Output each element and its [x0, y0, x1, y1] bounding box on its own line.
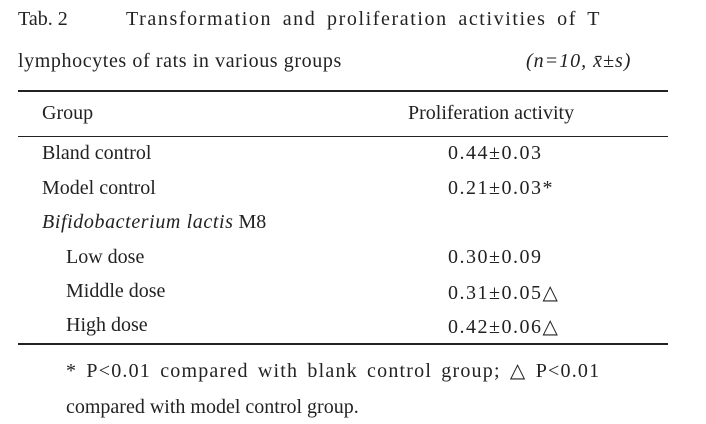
footnote: compared with model control group. [66, 396, 359, 418]
subgroup-strain: M8 [238, 211, 267, 233]
footnote: * P<0.01 compared with blank control gro… [66, 360, 601, 382]
value-cell: 0.21±0.03* [448, 177, 554, 199]
value-cell: 0.42±0.06△ [448, 316, 560, 338]
subgroup-cell: Bifidobacterium lactis M8 [42, 211, 266, 234]
caption-stat-note: (n=10, x̄±s) [526, 50, 632, 72]
group-cell: Model control [42, 177, 156, 199]
header-rule [18, 136, 668, 137]
column-header: Proliferation activity [408, 102, 575, 124]
column-header: Group [42, 102, 94, 124]
value-cell: 0.44±0.03 [448, 142, 543, 164]
group-cell: Middle dose [66, 280, 166, 302]
bottom-rule [18, 343, 668, 345]
group-cell: High dose [66, 314, 148, 336]
caption-label: Tab. 2 [18, 8, 68, 30]
value-cell: 0.30±0.09 [448, 246, 543, 268]
subgroup-name: Bifidobacterium lactis [42, 211, 234, 233]
top-rule [18, 90, 668, 92]
group-cell: Bland control [42, 142, 152, 164]
caption-title: Transformation and proliferation activit… [126, 8, 602, 30]
group-cell: Low dose [66, 246, 145, 268]
caption-title: lymphocytes of rats in various groups [18, 50, 342, 72]
value-cell: 0.31±0.05△ [448, 282, 560, 304]
